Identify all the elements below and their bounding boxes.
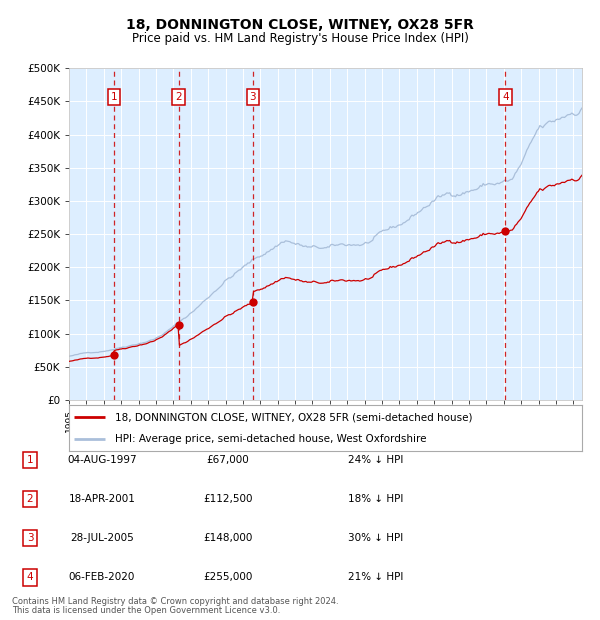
- Text: 2: 2: [26, 494, 34, 504]
- Text: 3: 3: [250, 92, 256, 102]
- Text: 28-JUL-2005: 28-JUL-2005: [70, 533, 134, 543]
- Text: Contains HM Land Registry data © Crown copyright and database right 2024.: Contains HM Land Registry data © Crown c…: [12, 597, 338, 606]
- Text: 4: 4: [502, 92, 509, 102]
- Text: 06-FEB-2020: 06-FEB-2020: [69, 572, 135, 582]
- Text: HPI: Average price, semi-detached house, West Oxfordshire: HPI: Average price, semi-detached house,…: [115, 434, 427, 444]
- Text: 1: 1: [26, 455, 34, 465]
- Text: £112,500: £112,500: [203, 494, 253, 504]
- Text: £148,000: £148,000: [203, 533, 253, 543]
- Text: Price paid vs. HM Land Registry's House Price Index (HPI): Price paid vs. HM Land Registry's House …: [131, 32, 469, 45]
- Text: 18, DONNINGTON CLOSE, WITNEY, OX28 5FR: 18, DONNINGTON CLOSE, WITNEY, OX28 5FR: [126, 18, 474, 32]
- Text: 1: 1: [111, 92, 118, 102]
- Text: This data is licensed under the Open Government Licence v3.0.: This data is licensed under the Open Gov…: [12, 606, 280, 615]
- Text: £255,000: £255,000: [203, 572, 253, 582]
- Text: 18-APR-2001: 18-APR-2001: [68, 494, 136, 504]
- Text: 24% ↓ HPI: 24% ↓ HPI: [348, 455, 403, 465]
- Text: 18, DONNINGTON CLOSE, WITNEY, OX28 5FR (semi-detached house): 18, DONNINGTON CLOSE, WITNEY, OX28 5FR (…: [115, 412, 473, 422]
- Text: 21% ↓ HPI: 21% ↓ HPI: [348, 572, 403, 582]
- Text: 30% ↓ HPI: 30% ↓ HPI: [348, 533, 403, 543]
- Text: 04-AUG-1997: 04-AUG-1997: [67, 455, 137, 465]
- Text: 4: 4: [26, 572, 34, 582]
- Text: 18% ↓ HPI: 18% ↓ HPI: [348, 494, 403, 504]
- Text: 2: 2: [175, 92, 182, 102]
- Text: 3: 3: [26, 533, 34, 543]
- Text: £67,000: £67,000: [206, 455, 250, 465]
